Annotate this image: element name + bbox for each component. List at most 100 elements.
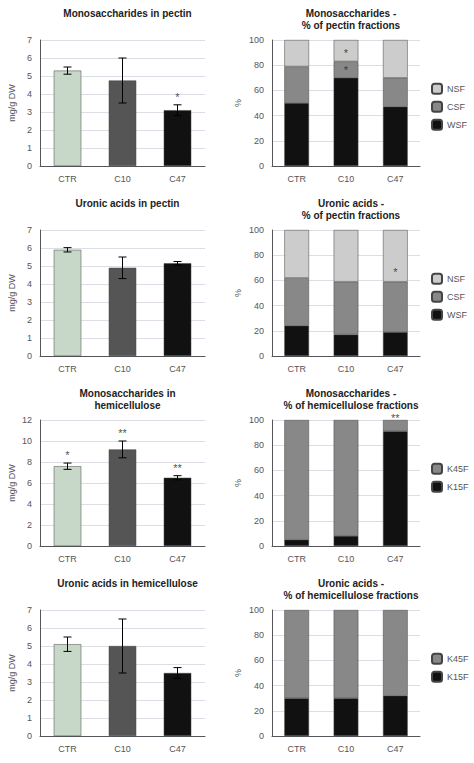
svg-text:7: 7 bbox=[27, 225, 32, 235]
svg-text:C47: C47 bbox=[169, 174, 186, 184]
svg-text:C10: C10 bbox=[114, 174, 131, 184]
svg-text:CSF: CSF bbox=[447, 292, 466, 302]
svg-text:C47: C47 bbox=[387, 364, 404, 374]
svg-text:C47: C47 bbox=[387, 554, 404, 564]
svg-text:100: 100 bbox=[249, 605, 264, 615]
svg-text:C10: C10 bbox=[338, 744, 355, 754]
svg-text:100: 100 bbox=[249, 225, 264, 235]
svg-text:C10: C10 bbox=[114, 554, 131, 564]
svg-text:**: ** bbox=[118, 427, 127, 439]
svg-text:4: 4 bbox=[27, 279, 32, 289]
svg-text:6: 6 bbox=[27, 243, 32, 253]
svg-text:Monosaccharides -: Monosaccharides - bbox=[306, 8, 397, 19]
svg-text:0: 0 bbox=[259, 731, 264, 741]
svg-text:%: % bbox=[233, 479, 243, 487]
svg-text:%: % bbox=[233, 289, 243, 297]
svg-text:0: 0 bbox=[27, 731, 32, 741]
svg-text:**: ** bbox=[391, 412, 400, 424]
svg-text:5: 5 bbox=[27, 641, 32, 651]
svg-text:NSF: NSF bbox=[447, 84, 466, 94]
svg-text:**: ** bbox=[173, 462, 182, 474]
svg-text:3: 3 bbox=[27, 107, 32, 117]
svg-text:60: 60 bbox=[254, 655, 264, 665]
svg-text:40: 40 bbox=[254, 301, 264, 311]
svg-text:100: 100 bbox=[249, 35, 264, 45]
svg-text:C47: C47 bbox=[169, 744, 186, 754]
svg-text:20: 20 bbox=[254, 326, 264, 336]
svg-text:%: % bbox=[233, 669, 243, 677]
svg-text:CTR: CTR bbox=[58, 554, 77, 564]
svg-text:C47: C47 bbox=[387, 174, 404, 184]
svg-text:20: 20 bbox=[254, 706, 264, 716]
svg-text:7: 7 bbox=[27, 605, 32, 615]
svg-text:0: 0 bbox=[259, 161, 264, 171]
svg-text:K15F: K15F bbox=[447, 482, 469, 492]
svg-text:60: 60 bbox=[254, 465, 264, 475]
svg-text:0: 0 bbox=[259, 541, 264, 551]
svg-text:K15F: K15F bbox=[447, 672, 469, 682]
svg-text:C10: C10 bbox=[338, 364, 355, 374]
svg-text:3: 3 bbox=[27, 677, 32, 687]
svg-text:6: 6 bbox=[27, 623, 32, 633]
svg-text:C10: C10 bbox=[338, 554, 355, 564]
svg-text:4: 4 bbox=[27, 89, 32, 99]
svg-text:% of hemicellulose fractions: % of hemicellulose fractions bbox=[283, 590, 418, 601]
svg-text:Monosaccharides in: Monosaccharides in bbox=[79, 388, 175, 399]
svg-text:100: 100 bbox=[249, 415, 264, 425]
svg-text:K45F: K45F bbox=[447, 464, 469, 474]
svg-text:*: * bbox=[344, 47, 349, 59]
svg-text:mg/g DW: mg/g DW bbox=[7, 464, 17, 502]
svg-text:Uronic acids -: Uronic acids - bbox=[318, 198, 384, 209]
svg-text:C47: C47 bbox=[169, 554, 186, 564]
svg-text:5: 5 bbox=[27, 261, 32, 271]
svg-text:0: 0 bbox=[27, 541, 32, 551]
svg-text:CTR: CTR bbox=[287, 364, 306, 374]
svg-text:CTR: CTR bbox=[58, 744, 77, 754]
svg-text:%: % bbox=[233, 99, 243, 107]
svg-text:20: 20 bbox=[254, 136, 264, 146]
svg-text:Uronic acids in pectin: Uronic acids in pectin bbox=[76, 198, 180, 209]
svg-text:Uronic acids -: Uronic acids - bbox=[318, 578, 384, 589]
svg-text:60: 60 bbox=[254, 275, 264, 285]
svg-text:CSF: CSF bbox=[447, 102, 466, 112]
svg-text:8: 8 bbox=[27, 457, 32, 467]
svg-text:*: * bbox=[344, 64, 349, 76]
svg-text:hemicellulose: hemicellulose bbox=[94, 400, 161, 411]
svg-text:K45F: K45F bbox=[447, 654, 469, 664]
svg-text:mg/g DW: mg/g DW bbox=[7, 274, 17, 312]
svg-text:C47: C47 bbox=[387, 744, 404, 754]
svg-text:40: 40 bbox=[254, 111, 264, 121]
svg-text:1: 1 bbox=[27, 143, 32, 153]
svg-text:6: 6 bbox=[27, 53, 32, 63]
svg-text:0: 0 bbox=[27, 351, 32, 361]
svg-text:1: 1 bbox=[27, 333, 32, 343]
svg-text:mg/g DW: mg/g DW bbox=[7, 84, 17, 122]
svg-text:3: 3 bbox=[27, 297, 32, 307]
svg-text:40: 40 bbox=[254, 681, 264, 691]
svg-text:*: * bbox=[65, 449, 70, 461]
svg-text:5: 5 bbox=[27, 71, 32, 81]
svg-text:Monosaccharides -: Monosaccharides - bbox=[306, 388, 397, 399]
svg-text:% of hemicellulose fractions: % of hemicellulose fractions bbox=[283, 400, 418, 411]
svg-text:4: 4 bbox=[27, 499, 32, 509]
svg-text:CTR: CTR bbox=[287, 554, 306, 564]
svg-text:0: 0 bbox=[27, 161, 32, 171]
svg-text:C10: C10 bbox=[114, 364, 131, 374]
svg-text:*: * bbox=[393, 266, 398, 278]
svg-text:80: 80 bbox=[254, 250, 264, 260]
svg-text:mg/g DW: mg/g DW bbox=[7, 654, 17, 692]
svg-text:7: 7 bbox=[27, 35, 32, 45]
svg-text:10: 10 bbox=[22, 436, 32, 446]
svg-text:4: 4 bbox=[27, 659, 32, 669]
svg-text:2: 2 bbox=[27, 315, 32, 325]
svg-text:6: 6 bbox=[27, 478, 32, 488]
svg-text:60: 60 bbox=[254, 85, 264, 95]
svg-text:CTR: CTR bbox=[287, 174, 306, 184]
svg-text:2: 2 bbox=[27, 125, 32, 135]
svg-text:C47: C47 bbox=[169, 364, 186, 374]
svg-text:2: 2 bbox=[27, 695, 32, 705]
svg-text:80: 80 bbox=[254, 60, 264, 70]
svg-text:1: 1 bbox=[27, 713, 32, 723]
svg-text:% of pectin fractions: % of pectin fractions bbox=[302, 210, 401, 221]
svg-text:WSF: WSF bbox=[447, 310, 467, 320]
